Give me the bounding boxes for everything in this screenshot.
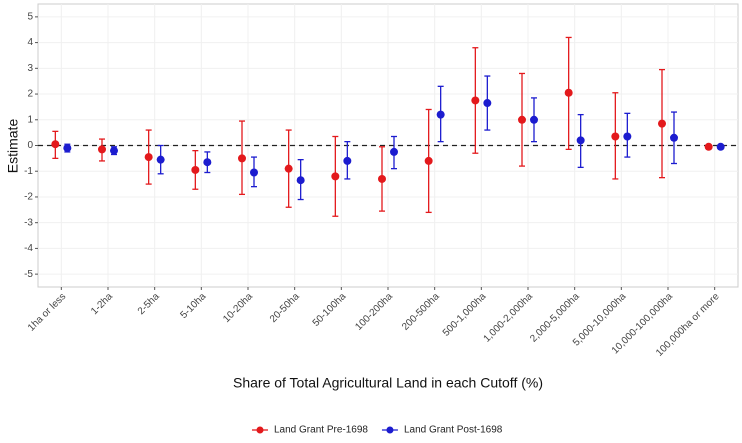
legend-key-point	[386, 426, 394, 434]
point	[623, 132, 632, 141]
point	[670, 133, 678, 142]
y-axis-title: Estimate	[5, 119, 21, 174]
point	[331, 172, 340, 181]
point	[716, 142, 725, 151]
point	[156, 155, 165, 164]
point	[63, 144, 72, 153]
y-tick-label: 4	[27, 37, 33, 48]
legend-label: Land Grant Post-1698	[404, 425, 503, 436]
point	[284, 164, 293, 173]
point	[530, 115, 538, 124]
x-tick-label: 200-500ha	[400, 291, 442, 333]
point	[483, 99, 492, 108]
x-tick-label: 5-10ha	[179, 291, 209, 321]
point	[238, 154, 246, 163]
y-tick-label: -4	[24, 243, 33, 254]
y-tick-label: 0	[27, 140, 33, 151]
point	[518, 115, 526, 124]
point	[658, 119, 666, 128]
legend-key-point	[256, 426, 264, 434]
y-tick-label: -2	[24, 192, 33, 203]
point	[704, 142, 713, 151]
x-tick-label: 2-5ha	[136, 291, 162, 317]
point	[390, 147, 398, 156]
x-tick-label: 1-2ha	[89, 291, 115, 317]
x-tick-label: 1ha or less	[26, 291, 68, 333]
y-tick-label: 2	[27, 89, 33, 100]
x-axis-title: Share of Total Agricultural Land in each…	[233, 375, 543, 391]
point	[250, 168, 258, 177]
point	[98, 145, 106, 154]
point	[144, 153, 153, 162]
point	[343, 156, 352, 165]
x-tick-label: 10-20ha	[221, 291, 255, 325]
point	[471, 96, 480, 105]
y-tick-label: -5	[24, 269, 33, 280]
point	[424, 156, 433, 165]
legend: Land Grant Pre-1698 Land Grant Post-1698	[252, 425, 503, 436]
y-tick-label: -3	[24, 217, 33, 228]
y-tick-label: 1	[27, 114, 33, 125]
point	[576, 136, 585, 145]
y-tick-label: 3	[27, 63, 33, 74]
y-tick-label: 5	[27, 12, 33, 23]
point	[378, 174, 386, 183]
x-tick-label: 20-50ha	[268, 291, 302, 325]
point	[564, 88, 573, 97]
x-tick-label: 100-200ha	[353, 291, 395, 333]
y-tick-label: -1	[24, 166, 33, 177]
point	[296, 176, 305, 185]
legend-label: Land Grant Pre-1698	[274, 425, 368, 436]
point	[191, 165, 200, 174]
point	[110, 146, 118, 155]
x-tick-label: 500-1,000ha	[441, 291, 489, 339]
point	[611, 132, 620, 141]
point	[51, 140, 60, 149]
point	[436, 110, 445, 119]
x-tick-label: 50-100ha	[311, 291, 349, 329]
point	[203, 158, 212, 167]
